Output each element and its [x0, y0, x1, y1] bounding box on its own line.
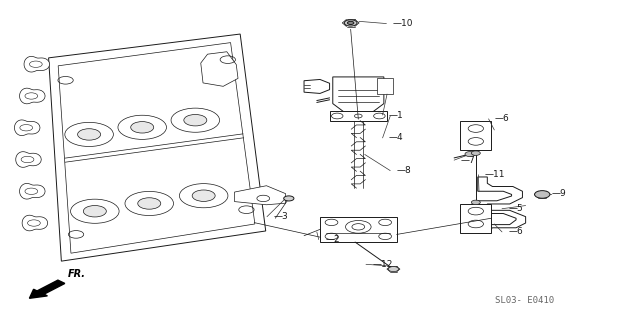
Circle shape — [192, 190, 215, 201]
Text: —6: —6 — [495, 114, 509, 123]
Circle shape — [118, 115, 166, 139]
Text: —9: —9 — [551, 189, 566, 198]
Polygon shape — [22, 215, 47, 231]
Text: —7: —7 — [461, 156, 476, 165]
Circle shape — [131, 122, 154, 133]
Polygon shape — [320, 217, 397, 242]
Circle shape — [388, 267, 399, 271]
Text: —10: —10 — [393, 19, 413, 28]
Circle shape — [471, 151, 480, 155]
Text: —12: —12 — [372, 260, 393, 269]
Circle shape — [125, 191, 173, 216]
Polygon shape — [234, 186, 285, 205]
Circle shape — [77, 129, 100, 140]
Polygon shape — [477, 177, 525, 233]
Circle shape — [184, 115, 207, 126]
Polygon shape — [461, 122, 491, 150]
Text: SL03- E0410: SL03- E0410 — [495, 296, 554, 305]
Circle shape — [179, 184, 228, 208]
Circle shape — [138, 198, 161, 209]
Circle shape — [65, 122, 113, 146]
Circle shape — [471, 200, 480, 204]
Text: FR.: FR. — [68, 269, 86, 279]
Circle shape — [284, 196, 294, 201]
Circle shape — [344, 20, 357, 26]
Polygon shape — [16, 152, 42, 167]
Polygon shape — [333, 77, 384, 115]
Polygon shape — [20, 183, 45, 199]
Circle shape — [348, 21, 354, 25]
Polygon shape — [304, 79, 330, 93]
Polygon shape — [20, 88, 45, 104]
Circle shape — [534, 191, 550, 198]
Polygon shape — [461, 204, 491, 233]
Polygon shape — [378, 78, 394, 94]
Polygon shape — [24, 56, 49, 72]
Polygon shape — [201, 52, 238, 86]
Circle shape — [465, 152, 475, 157]
Text: —1: —1 — [389, 111, 404, 120]
Circle shape — [70, 199, 119, 223]
Text: —2: —2 — [325, 235, 340, 244]
Polygon shape — [330, 111, 387, 121]
Text: —6: —6 — [508, 227, 523, 236]
Text: —5: —5 — [508, 204, 523, 213]
Text: —3: —3 — [273, 212, 288, 221]
Polygon shape — [49, 34, 266, 261]
Text: —11: —11 — [484, 170, 505, 179]
Circle shape — [171, 108, 220, 132]
Polygon shape — [15, 120, 40, 136]
FancyArrow shape — [29, 280, 65, 298]
Text: —4: —4 — [389, 133, 404, 142]
Circle shape — [83, 205, 106, 217]
Text: —8: —8 — [397, 166, 412, 175]
